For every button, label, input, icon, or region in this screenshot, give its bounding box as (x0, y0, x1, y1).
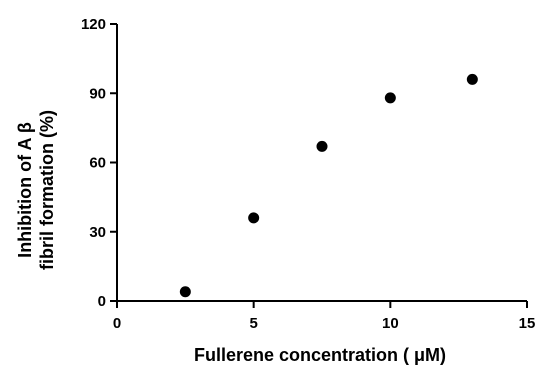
y-tick-label: 30 (89, 224, 106, 241)
y-axis-title-line2: fibril formation (%) (37, 110, 57, 270)
data-point (316, 140, 328, 152)
x-tick-label: 0 (113, 315, 121, 332)
y-axis-title: Inhibition of A β fibril formation (%) (15, 110, 57, 270)
data-point (466, 73, 478, 85)
data-point (248, 212, 260, 224)
data-point (384, 92, 396, 104)
data-point (179, 286, 191, 298)
x-axis-title: Fullerene concentration ( μM) (194, 345, 446, 365)
data-points (179, 73, 478, 298)
y-tick-label: 120 (81, 16, 106, 33)
y-axis-ticks: 0 30 60 90 120 (81, 16, 117, 310)
x-tick-label: 5 (249, 315, 257, 332)
y-tick-label: 0 (98, 293, 106, 310)
y-axis-title-line1: Inhibition of A β (15, 122, 35, 258)
x-tick-label: 15 (519, 315, 536, 332)
y-tick-label: 90 (89, 85, 106, 102)
y-tick-label: 60 (89, 155, 106, 172)
x-tick-label: 10 (382, 315, 399, 332)
x-axis-ticks: 0 5 10 15 (113, 301, 536, 332)
